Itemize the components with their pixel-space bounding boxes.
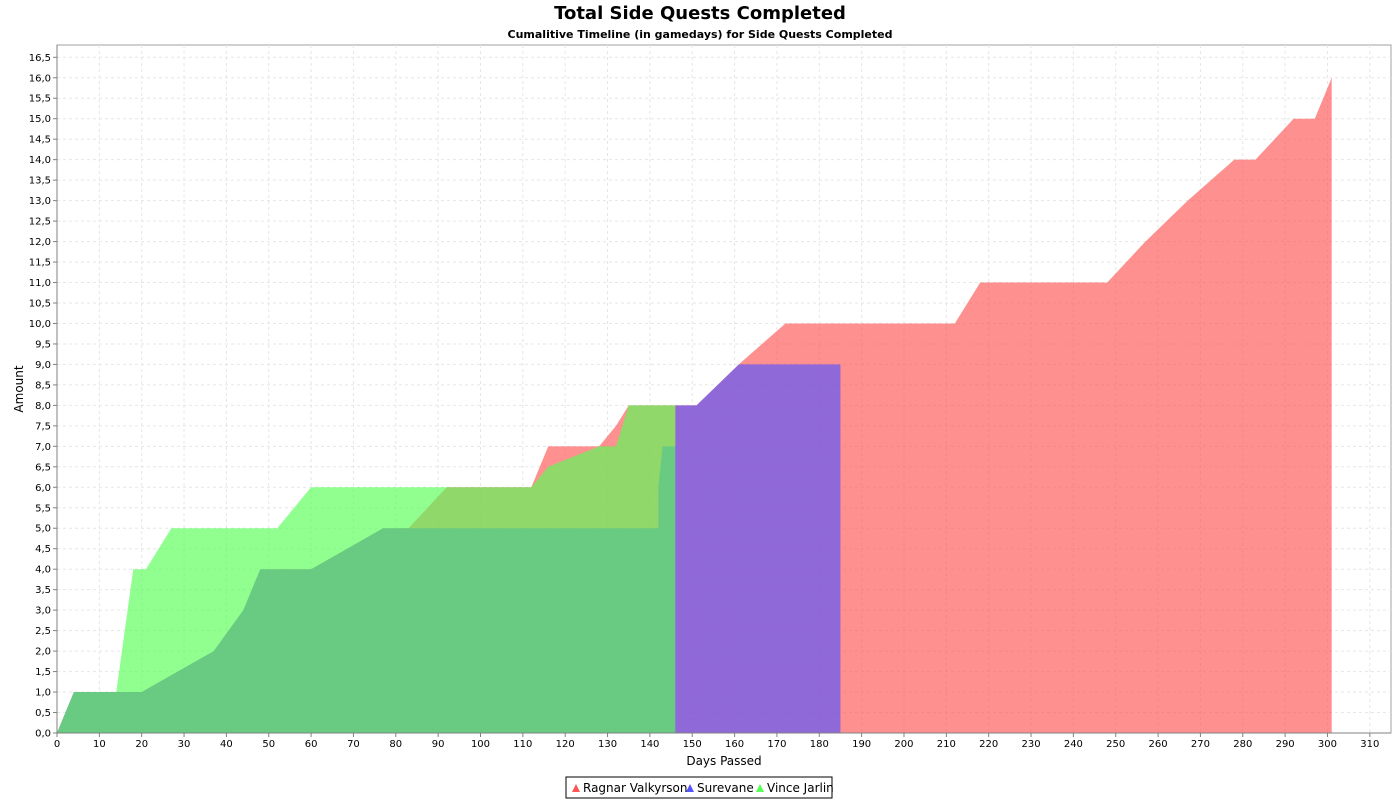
y-tick-label: 14,0: [29, 155, 51, 166]
x-tick-label: 200: [894, 739, 913, 750]
y-tick-label: 0,0: [35, 729, 51, 740]
y-tick-label: 16,0: [29, 73, 51, 84]
y-tick-label: 14,5: [29, 135, 51, 146]
x-tick-label: 0: [54, 739, 60, 750]
y-tick-label: 13,5: [29, 176, 51, 187]
x-axis-label: Days Passed: [686, 754, 761, 768]
y-tick-label: 11,0: [29, 278, 51, 289]
y-tick-label: 8,5: [35, 380, 51, 391]
y-tick-label: 13,0: [29, 196, 51, 207]
y-tick-label: 6,0: [35, 483, 51, 494]
y-tick-label: 11,5: [29, 258, 51, 269]
x-tick-label: 40: [220, 739, 233, 750]
x-tick-label: 260: [1149, 739, 1168, 750]
y-tick-label: 5,5: [35, 503, 51, 514]
series-area-vince-jarlin: [57, 405, 676, 733]
x-tick-label: 100: [471, 739, 490, 750]
axes: 0 10 20 30 40 50 60 70 80 90 100 110 120 130 140 150 160…: [29, 45, 1391, 750]
x-tick-label: 80: [389, 739, 402, 750]
x-tick-label: 130: [598, 739, 617, 750]
y-tick-label: 10,5: [29, 299, 51, 310]
x-tick-label: 230: [1021, 739, 1040, 750]
y-tick-label: 4,0: [35, 565, 51, 576]
legend-box: [565, 776, 833, 799]
x-tick-label: 250: [1106, 739, 1125, 750]
legend: Ragnar Valkyrson Surevane Vince Jarlin: [565, 776, 834, 799]
y-tick-label: 3,5: [35, 585, 51, 596]
y-tick-label: 3,0: [35, 606, 51, 617]
y-tick-label: 15,5: [29, 94, 51, 105]
y-tick-label: 2,0: [35, 647, 51, 658]
x-tick-label: 290: [1276, 739, 1295, 750]
chart-title: Total Side Quests Completed: [554, 3, 846, 24]
x-tick-label: 140: [640, 739, 659, 750]
x-tick-label: 10: [93, 739, 106, 750]
x-tick-label: 270: [1191, 739, 1210, 750]
x-tick-label: 220: [979, 739, 998, 750]
x-tick-label: 30: [178, 739, 191, 750]
y-tick-label: 1,0: [35, 688, 51, 699]
legend-label-vince-jarlin: Vince Jarlin: [767, 781, 834, 795]
x-tick-label: 170: [767, 739, 786, 750]
x-tick-label: 50: [262, 739, 275, 750]
y-axis-label: Amount: [12, 365, 26, 412]
y-tick-label: 7,5: [35, 421, 51, 432]
legend-swatch-surevane: [686, 784, 694, 792]
legend-label-surevane: Surevane: [697, 781, 754, 795]
x-tick-label: 20: [135, 739, 148, 750]
x-tick-label: 300: [1318, 739, 1337, 750]
y-tick-label: 12,5: [29, 217, 51, 228]
x-tick-label: 240: [1064, 739, 1083, 750]
chart-subtitle: Cumalitive Timeline (in gamedays) for Si…: [508, 28, 893, 41]
x-tick-label: 310: [1360, 739, 1379, 750]
x-tick-label: 210: [937, 739, 956, 750]
y-tick-label: 12,0: [29, 237, 51, 248]
legend-label-ragnar-valkyrson: Ragnar Valkyrson: [583, 781, 687, 795]
x-tick-label: 160: [725, 739, 744, 750]
y-tick-label: 5,0: [35, 524, 51, 535]
x-tick-label: 90: [432, 739, 445, 750]
y-tick-label: 0,5: [35, 708, 51, 719]
x-tick-label: 190: [852, 739, 871, 750]
y-tick-label: 15,0: [29, 114, 51, 125]
y-tick-label: 8,0: [35, 401, 51, 412]
x-tick-label: 110: [513, 739, 532, 750]
x-tick-label: 150: [683, 739, 702, 750]
x-tick-label: 180: [810, 739, 829, 750]
y-tick-label: 9,5: [35, 339, 51, 350]
legend-swatch-vince-jarlin: [756, 784, 764, 792]
x-tick-label: 60: [305, 739, 318, 750]
y-tick-label: 1,5: [35, 667, 51, 678]
y-tick-label: 9,0: [35, 360, 51, 371]
y-tick-label: 16,5: [29, 53, 51, 64]
y-tick-label: 2,5: [35, 626, 51, 637]
x-tick-label: 70: [347, 739, 360, 750]
x-tick-label: 120: [556, 739, 575, 750]
y-tick-label: 6,5: [35, 462, 51, 473]
y-tick-label: 7,0: [35, 442, 51, 453]
series-areas: [57, 77, 1332, 733]
x-tick-label: 280: [1233, 739, 1252, 750]
y-tick-label: 4,5: [35, 544, 51, 555]
legend-swatch-ragnar-valkyrson: [572, 784, 580, 792]
y-tick-label: 10,0: [29, 319, 51, 330]
